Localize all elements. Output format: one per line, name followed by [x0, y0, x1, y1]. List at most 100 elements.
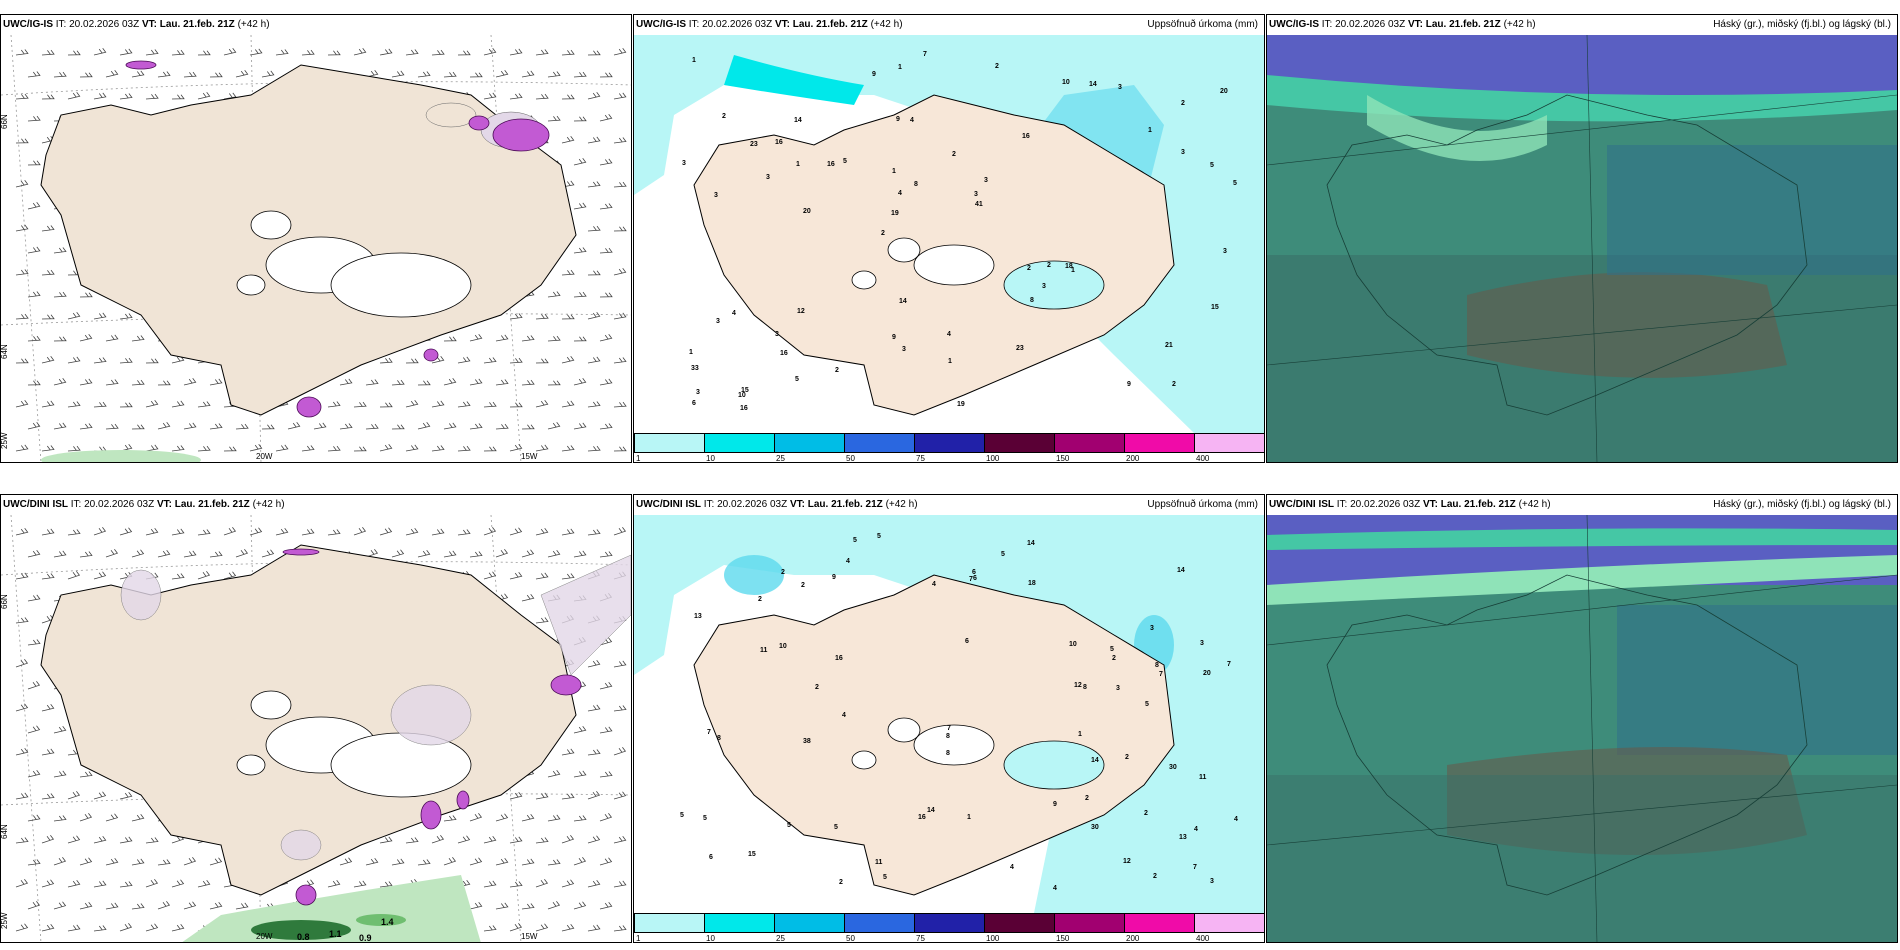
colorbar-swatch	[704, 433, 775, 453]
wind-barb	[105, 548, 119, 558]
wind-barb	[27, 202, 41, 210]
precip-value: 4	[898, 190, 902, 197]
precip-map: 2346648514102013555213914778412111651810…	[634, 515, 1264, 913]
wind-barb	[469, 902, 483, 910]
precip-value: 4	[1234, 816, 1238, 823]
wind-barb	[327, 880, 341, 888]
wind-barb	[93, 312, 107, 320]
wind-barb	[509, 313, 523, 320]
precip-value: 7	[923, 51, 927, 58]
wind-barb	[521, 335, 535, 342]
wind-barb	[509, 48, 523, 56]
wind-barb	[327, 50, 341, 56]
wind-barb	[599, 726, 613, 734]
precip-value: 16	[775, 139, 783, 146]
wind-barb	[15, 703, 29, 712]
panel-title: UWC/IG-IS IT: 20.02.2026 03Z VT: Lau. 21…	[1269, 19, 1536, 30]
precip-value: 14	[794, 117, 802, 124]
colorbar-swatch	[704, 913, 775, 933]
precip-value: 19	[891, 210, 899, 217]
wind-barb	[495, 858, 509, 866]
wind-barb	[599, 334, 613, 342]
wind-barb	[53, 378, 67, 386]
wind-barb	[405, 528, 419, 536]
wind-barb	[27, 71, 41, 78]
wind-barb	[573, 202, 587, 210]
wind-barb	[587, 704, 601, 712]
precip-value: 5	[1001, 551, 1005, 558]
precip-value: 4	[910, 117, 914, 124]
precip-value: 3	[775, 331, 779, 338]
wind-barb	[365, 858, 379, 866]
wind-barb	[119, 527, 133, 536]
wind-barb	[15, 224, 29, 232]
wind-barb	[547, 859, 561, 866]
precip-value: 2	[758, 596, 762, 603]
wind-barb	[613, 446, 627, 452]
colorbar-swatch	[634, 913, 705, 933]
wind-barb	[495, 423, 509, 430]
lon-label: 15W	[521, 932, 538, 941]
precip-value: 14	[899, 298, 907, 305]
wind-barb	[15, 923, 29, 932]
colorbar-swatch	[1054, 913, 1125, 933]
colorbar-swatch	[1194, 433, 1264, 453]
wind-barb	[15, 748, 29, 756]
wind-barb	[599, 247, 613, 254]
wind-barb	[547, 814, 561, 822]
wind-barb	[67, 50, 81, 56]
wind-barb	[27, 422, 41, 430]
wind-barb	[561, 314, 575, 320]
wind-barb	[547, 550, 561, 558]
wind-barb	[131, 903, 145, 910]
precip-value: 5	[1233, 180, 1237, 187]
wind-barb	[171, 49, 185, 56]
colorbar-tick: 1	[636, 934, 641, 943]
wind-barb	[157, 422, 171, 430]
wind-barb	[67, 356, 81, 364]
wind-barb	[573, 71, 587, 78]
precip-value: 33	[691, 365, 699, 372]
wind-barb	[235, 902, 249, 910]
wind-barb	[391, 70, 405, 78]
precip-value: 5	[843, 158, 847, 165]
wind-barb	[223, 571, 237, 580]
wind-barb	[443, 815, 457, 822]
wind-barb	[15, 792, 29, 800]
precip-value: 3	[902, 346, 906, 353]
wind-barb	[443, 856, 457, 866]
wind-barb	[599, 857, 613, 866]
precip-colorbar: 1 10 25 50 75 100 150 200 400	[634, 913, 1264, 943]
wind-barb	[79, 812, 93, 822]
wind-barb	[15, 878, 29, 888]
precip-value: 30	[1169, 764, 1177, 771]
precip-value: 8	[717, 735, 721, 742]
wind-barb	[587, 790, 601, 800]
precip-value: 1	[1148, 127, 1152, 134]
lon-label: 20W	[256, 932, 273, 941]
precip-hatch	[120, 554, 631, 861]
wind-barb	[275, 49, 289, 56]
low-value: 0.8	[297, 932, 310, 942]
wind-barb	[599, 158, 613, 166]
wind-barb	[417, 550, 431, 558]
wind-barb	[145, 49, 159, 56]
wind-barb	[457, 50, 471, 56]
precip-value: 1	[796, 161, 800, 168]
wind-barb	[15, 49, 29, 56]
wind-barb	[157, 71, 171, 78]
precip-value: 5	[680, 812, 684, 819]
wind-barb	[547, 380, 561, 386]
panel-variable: Uppsöfnuð úrkoma (mm)	[1147, 19, 1258, 30]
wind-barb	[495, 70, 509, 78]
precip-value: 2	[1181, 100, 1185, 107]
wind-barb	[183, 856, 197, 866]
wind-barb	[67, 835, 81, 844]
wind-barb	[417, 859, 431, 866]
wind-barb	[119, 93, 133, 100]
wind-barb	[41, 356, 55, 364]
wind-barb	[27, 680, 41, 690]
colorbar-swatch	[1054, 433, 1125, 453]
precip-value: 14	[1177, 567, 1185, 574]
colorbar-swatch	[1124, 433, 1195, 453]
